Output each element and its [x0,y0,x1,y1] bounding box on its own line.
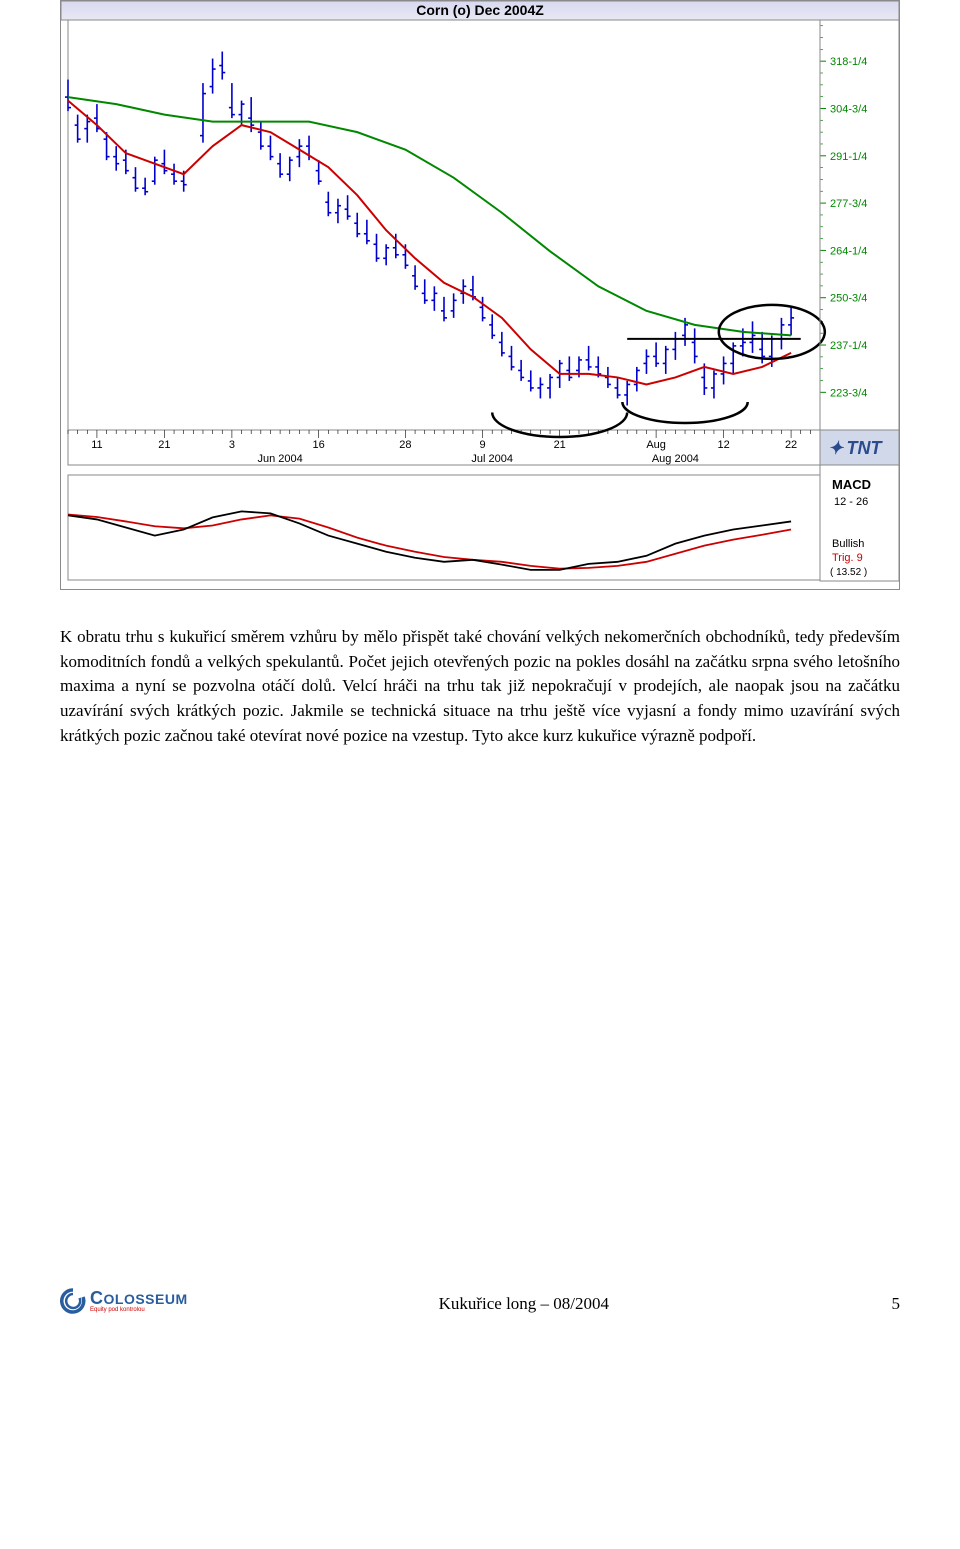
svg-text:Aug 2004: Aug 2004 [652,453,699,465]
svg-text:✦: ✦ [828,438,844,458]
logo-icon [60,1288,86,1314]
svg-text:( 13.52 ): ( 13.52 ) [830,567,867,578]
svg-text:250-3/4: 250-3/4 [830,293,867,305]
logo-text-sub: Equity pod kontrolou [90,1307,188,1313]
svg-text:12: 12 [717,439,729,451]
svg-text:237-1/4: 237-1/4 [830,340,867,352]
svg-text:MACD: MACD [832,477,871,492]
svg-text:Bullish: Bullish [832,538,864,550]
svg-text:277-3/4: 277-3/4 [830,198,867,210]
body-paragraph: K obratu trhu s kukuřicí směrem vzhůru b… [60,625,900,748]
svg-text:Aug: Aug [646,439,666,451]
svg-text:28: 28 [399,439,411,451]
svg-text:TNT: TNT [847,438,884,458]
svg-text:264-1/4: 264-1/4 [830,245,867,257]
svg-text:11: 11 [91,439,102,451]
svg-text:Trig. 9: Trig. 9 [832,552,863,564]
svg-text:223-3/4: 223-3/4 [830,387,867,399]
svg-text:3: 3 [229,439,235,451]
svg-text:291-1/4: 291-1/4 [830,151,867,163]
svg-text:12 - 26: 12 - 26 [834,496,868,508]
price-chart: Corn (o) Dec 2004Z 223-3/4 237-1/4 250-3/4 2… [60,0,900,595]
svg-text:21: 21 [158,439,170,451]
svg-text:22: 22 [785,439,797,451]
svg-text:Corn (o) Dec 2004Z: Corn (o) Dec 2004Z [416,2,544,18]
page-number: 5 [860,1294,900,1314]
chart-svg: Corn (o) Dec 2004Z 223-3/4 237-1/4 250-3/4 2… [60,0,900,590]
footer-title: Kukuřice long – 08/2004 [188,1294,860,1314]
page-footer: COLOSSEUM Equity pod kontrolou Kukuřice … [60,1288,900,1314]
svg-text:318-1/4: 318-1/4 [830,56,867,68]
svg-text:21: 21 [554,439,566,451]
colosseum-logo: COLOSSEUM Equity pod kontrolou [60,1288,188,1314]
logo-text-main: COLOSSEUM [90,1289,188,1307]
svg-text:9: 9 [480,439,486,451]
svg-text:Jul 2004: Jul 2004 [471,453,513,465]
svg-text:Jun 2004: Jun 2004 [257,453,302,465]
svg-text:304-3/4: 304-3/4 [830,103,867,115]
svg-text:16: 16 [313,439,325,451]
